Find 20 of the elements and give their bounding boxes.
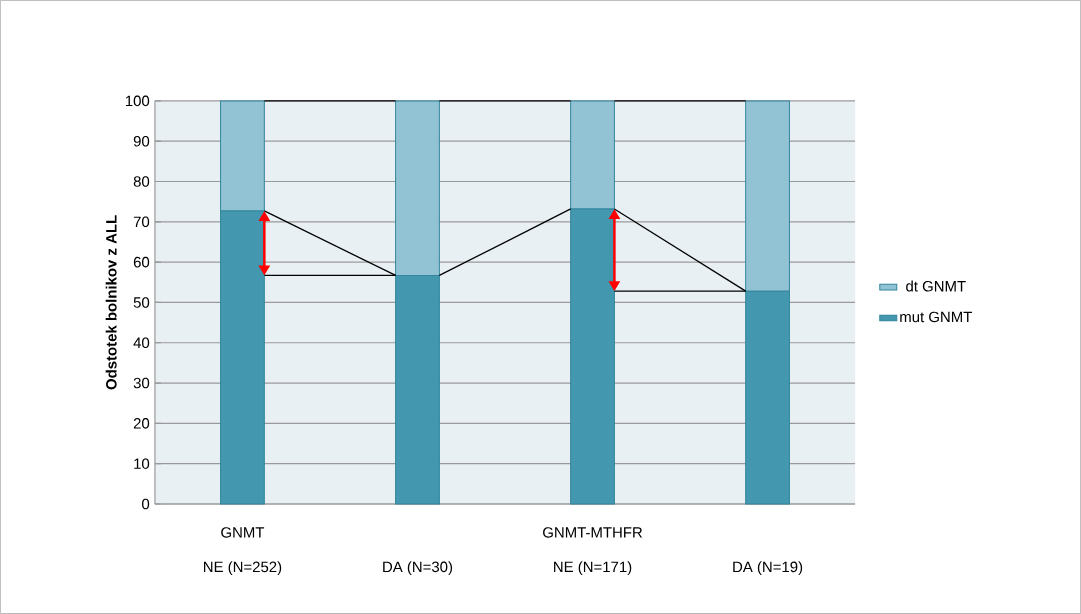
x-tick-label: NE (N=171) [554, 561, 632, 576]
x-tick-label: DA (N=19) [733, 561, 803, 576]
x-tick-label: NE (N=252) [204, 561, 282, 576]
y-tick-label: 30 [133, 377, 150, 389]
y-tick-label: 90 [133, 135, 150, 147]
x-tick-label: DA (N=30) [383, 561, 453, 576]
text: GNMT [221, 527, 265, 538]
y-tick-label: 20 [133, 418, 150, 429]
y-tick-label: 10 [134, 458, 150, 470]
y-tick-label: 0 [142, 498, 150, 510]
y-tick-label: 60 [133, 256, 150, 268]
y-axis-title: Odstotek bolnikov z ALL [105, 215, 117, 390]
y-tick-label: 70 [133, 216, 150, 228]
y-tick-label: 80 [133, 176, 150, 187]
y-tick-label: 100 [125, 95, 150, 107]
y-tick-label: 40 [133, 337, 150, 349]
text: GNMT-MTHFR [543, 527, 643, 538]
legend-label: mut GNMT [900, 311, 972, 323]
y-tick-label: 50 [133, 297, 150, 308]
legend-label: dt GNMT [906, 280, 966, 292]
